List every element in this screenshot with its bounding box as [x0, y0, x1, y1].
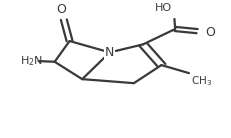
Text: HO: HO [155, 3, 172, 13]
Text: H$_2$N: H$_2$N [20, 54, 43, 68]
Text: CH$_3$: CH$_3$ [191, 75, 213, 88]
Text: O: O [205, 26, 215, 39]
Text: O: O [57, 3, 67, 16]
Text: N: N [105, 46, 114, 59]
